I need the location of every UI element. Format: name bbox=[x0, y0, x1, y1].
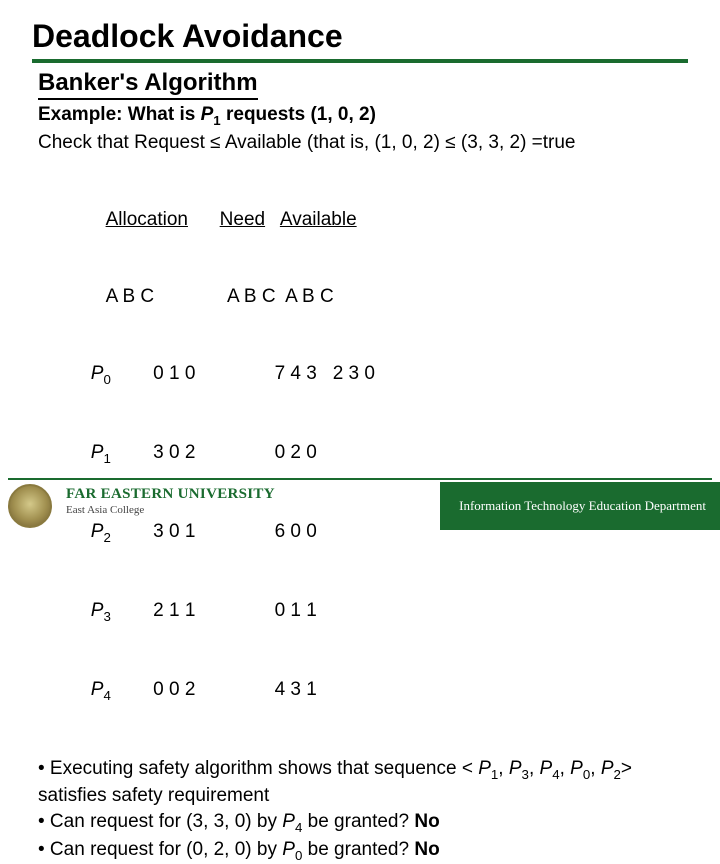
hdr-allocation: Allocation bbox=[106, 209, 188, 230]
row-avail: 2 3 0 bbox=[333, 363, 375, 384]
row-need: 0 2 0 bbox=[275, 442, 317, 463]
b1-prefix: • Executing safety algorithm shows that … bbox=[38, 758, 478, 779]
seq-p: P bbox=[601, 758, 614, 779]
row-alloc: 0 1 0 bbox=[153, 363, 195, 384]
department-name: Information Technology Education Departm… bbox=[459, 498, 706, 514]
table-header-row: Allocation Need Available bbox=[38, 207, 688, 233]
footer-bar: FAR EASTERN UNIVERSITY East Asia College… bbox=[0, 482, 720, 530]
hdr-need: Need bbox=[220, 209, 265, 230]
row-p: P bbox=[91, 363, 104, 384]
example-line: Example: What is P1 requests (1, 0, 2) bbox=[38, 102, 688, 130]
check-line: Check that Request ≤ Available (that is,… bbox=[38, 130, 688, 156]
check-suffix: (3, 3, 2) =true bbox=[456, 132, 576, 153]
row-alloc: 0 0 2 bbox=[153, 679, 195, 700]
row-need: 0 1 1 bbox=[275, 600, 317, 621]
seq-p: P bbox=[478, 758, 491, 779]
row-i: 0 bbox=[103, 371, 110, 386]
footer: FAR EASTERN UNIVERSITY East Asia College… bbox=[0, 478, 720, 540]
footer-rule bbox=[8, 478, 712, 480]
table-cols-row: A B C A B C A B C bbox=[38, 284, 688, 310]
row-i: 1 bbox=[103, 450, 110, 465]
row-p: P bbox=[91, 442, 104, 463]
b3-ans: No bbox=[414, 839, 439, 860]
seq-i: 2 bbox=[614, 766, 621, 781]
example-pvar: P bbox=[201, 104, 214, 125]
example-suffix: requests (1, 0, 2) bbox=[221, 104, 376, 125]
seq-p: P bbox=[570, 758, 583, 779]
university-name: FAR EASTERN UNIVERSITY bbox=[66, 486, 440, 503]
seq-i: 1 bbox=[491, 766, 498, 781]
department-block: Information Technology Education Departm… bbox=[440, 482, 720, 530]
table-row: P4 0 0 2 4 3 1 bbox=[38, 677, 688, 705]
table-row: P1 3 0 2 0 2 0 bbox=[38, 440, 688, 468]
bullet-safety: • Executing safety algorithm shows that … bbox=[38, 756, 688, 809]
b2-prefix: • Can request for (3, 3, 0) by bbox=[38, 811, 282, 832]
b3-suffix: be granted? bbox=[302, 839, 414, 860]
slide: Deadlock Avoidance Banker's Algorithm Ex… bbox=[0, 0, 720, 540]
table-row: P3 2 1 1 0 1 1 bbox=[38, 598, 688, 626]
b2-ans: No bbox=[414, 811, 439, 832]
slide-subtitle: Banker's Algorithm bbox=[38, 69, 258, 100]
example-psub: 1 bbox=[213, 113, 220, 128]
row-alloc: 3 0 2 bbox=[153, 442, 195, 463]
row-p: P bbox=[91, 600, 104, 621]
b3-prefix: • Can request for (0, 2, 0) by bbox=[38, 839, 282, 860]
b3-i: 0 bbox=[295, 847, 302, 862]
seal-icon bbox=[8, 484, 52, 528]
b2-p: P bbox=[282, 811, 295, 832]
row-p: P bbox=[91, 679, 104, 700]
university-seal bbox=[0, 482, 60, 530]
check-le1: ≤ bbox=[210, 132, 220, 153]
bullet-req1: • Can request for (3, 3, 0) by P4 be gra… bbox=[38, 809, 688, 837]
cols-avail: A B C bbox=[285, 286, 334, 307]
example-prefix: Example: What is bbox=[38, 104, 201, 125]
university-block: FAR EASTERN UNIVERSITY East Asia College bbox=[60, 482, 440, 530]
seq-i: 0 bbox=[583, 766, 590, 781]
slide-title: Deadlock Avoidance bbox=[32, 18, 688, 55]
title-rule bbox=[32, 59, 688, 63]
b3-p: P bbox=[282, 839, 295, 860]
check-prefix: Check that Request bbox=[38, 132, 210, 153]
row-i: 4 bbox=[103, 687, 110, 702]
row-i: 3 bbox=[103, 608, 110, 623]
seq-i: 3 bbox=[522, 766, 529, 781]
row-alloc: 2 1 1 bbox=[153, 600, 195, 621]
check-le2: ≤ bbox=[445, 132, 455, 153]
subtitle-wrap: Banker's Algorithm bbox=[32, 69, 688, 102]
b2-i: 4 bbox=[295, 820, 302, 835]
seq-i: 4 bbox=[552, 766, 559, 781]
row-need: 4 3 1 bbox=[275, 679, 317, 700]
table-row: P0 0 1 0 7 4 3 2 3 0 bbox=[38, 361, 688, 389]
check-mid: Available (that is, (1, 0, 2) bbox=[221, 132, 446, 153]
row-need: 7 4 3 bbox=[275, 363, 317, 384]
seq-p: P bbox=[540, 758, 553, 779]
b2-suffix: be granted? bbox=[302, 811, 414, 832]
hdr-available: Available bbox=[280, 209, 357, 230]
seq-p: P bbox=[509, 758, 522, 779]
bullet-req2: • Can request for (0, 2, 0) by P0 be gra… bbox=[38, 837, 688, 864]
college-name: East Asia College bbox=[66, 504, 440, 516]
cols-need: A B C bbox=[227, 286, 276, 307]
allocation-table: Allocation Need Available A B C A B C A … bbox=[38, 155, 688, 755]
cols-alloc: A B C bbox=[106, 286, 155, 307]
